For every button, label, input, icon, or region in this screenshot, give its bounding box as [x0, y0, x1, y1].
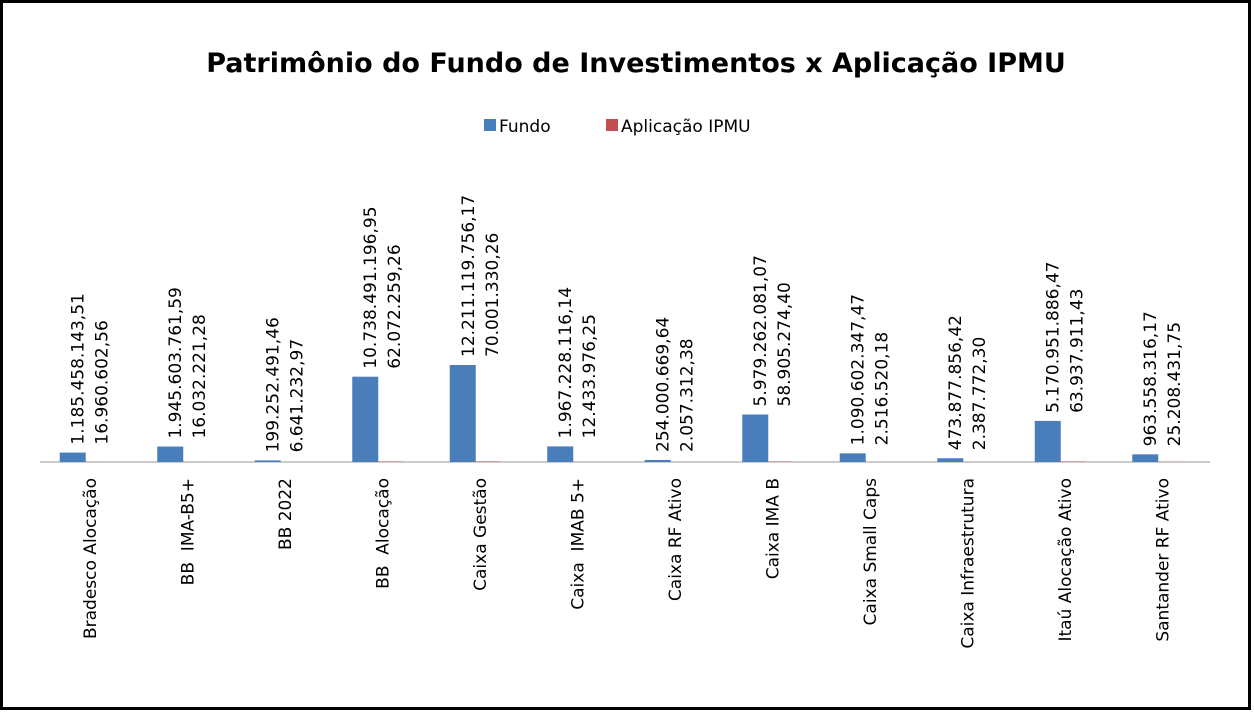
bar — [1059, 461, 1086, 462]
value-label: 12.433.976,25 — [580, 314, 600, 438]
bar — [1034, 420, 1061, 462]
bar — [157, 446, 184, 462]
x-tick-label: Caixa RF Ativo — [666, 478, 686, 601]
bar — [547, 446, 574, 462]
chart-title: Patrimônio do Fundo de Investimentos x A… — [206, 48, 1066, 79]
value-label: 963.558.316,17 — [1141, 311, 1161, 446]
bar — [742, 414, 769, 462]
value-label: 12.211.119.756,17 — [459, 195, 479, 357]
value-label: 6.641.232,97 — [288, 339, 308, 453]
bar — [474, 461, 501, 462]
bar — [937, 458, 964, 462]
x-tick-label: Caixa Infraestrutura — [958, 478, 978, 649]
x-tick-label: Itaú Alocação Ativo — [1056, 478, 1076, 642]
bar — [449, 365, 476, 462]
value-label: 1.967.228.116,14 — [556, 287, 576, 438]
bar — [352, 376, 379, 462]
bar — [839, 453, 866, 462]
bar — [644, 459, 671, 462]
value-label: 10.738.491.196,95 — [361, 206, 381, 368]
x-tick-label: Bradesco Alocação — [81, 478, 101, 639]
value-label: 5.979.262.081,07 — [751, 255, 771, 406]
bar — [59, 452, 86, 462]
value-label: 254.000.669,64 — [654, 317, 674, 452]
value-label: 58.905.274,40 — [775, 282, 795, 406]
x-tick-label: Caixa Gestão — [471, 478, 491, 591]
legend-label: Fundo — [499, 117, 551, 137]
value-label: 16.032.221,28 — [190, 314, 210, 438]
x-tick-label: BB Alocação — [373, 478, 393, 589]
x-tick-label: Caixa Small Caps — [861, 478, 881, 626]
value-label: 62.072.259,26 — [385, 244, 405, 368]
value-label: 199.252.491,46 — [264, 317, 284, 452]
value-label: 2.057.312,38 — [678, 338, 698, 452]
value-label: 25.208.431,75 — [1165, 322, 1185, 446]
value-label: 2.516.520,18 — [873, 332, 893, 446]
value-label: 1.185.458.143,51 — [69, 293, 89, 444]
x-tick-label: Caixa IMAB 5+ — [568, 478, 588, 610]
x-tick-label: BB 2022 — [276, 478, 296, 550]
value-label: 5.170.951.886,47 — [1044, 262, 1064, 413]
value-label: 473.877.856,42 — [946, 315, 966, 450]
x-tick-label: BB IMA-B5+ — [178, 478, 198, 585]
x-tick-label: Santander RF Ativo — [1153, 478, 1173, 642]
bar — [254, 460, 281, 462]
value-label: 70.001.330,26 — [483, 233, 503, 357]
value-label: 63.937.911,43 — [1068, 289, 1088, 413]
bar — [1132, 454, 1159, 462]
legend-label: Aplicação IPMU — [621, 117, 751, 137]
value-label: 16.960.602,56 — [93, 320, 113, 444]
value-label: 2.387.772,30 — [970, 337, 990, 451]
value-label: 1.090.602.347,47 — [849, 294, 869, 445]
legend-swatch — [606, 119, 618, 131]
x-tick-label: Caixa IMA B — [763, 478, 783, 579]
legend-swatch — [484, 119, 496, 131]
value-label: 1.945.603.761,59 — [166, 287, 186, 438]
